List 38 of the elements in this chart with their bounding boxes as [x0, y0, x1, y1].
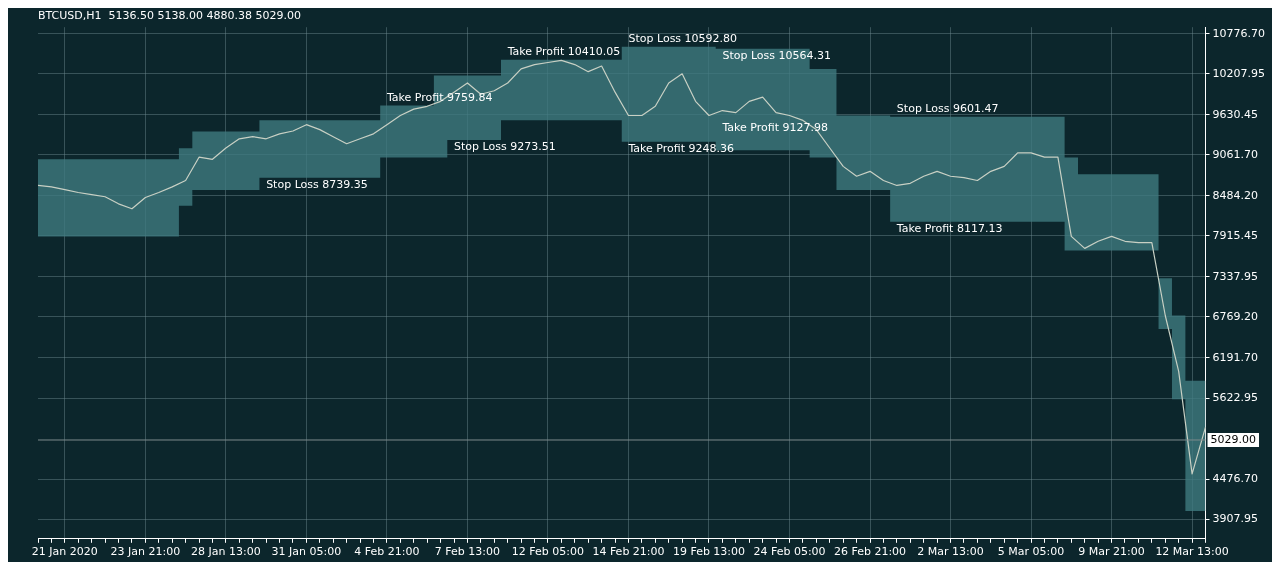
- x-tick-label: 23 Jan 21:00: [110, 545, 181, 559]
- x-tick-label: 5 Mar 05:00: [997, 545, 1065, 559]
- annotation: Stop Loss 10592.80: [628, 32, 738, 46]
- y-tick-label: 6191.70: [1212, 350, 1259, 364]
- annotation: Stop Loss 8739.35: [266, 178, 368, 192]
- annotation: Take Profit 8117.13: [895, 222, 1003, 236]
- y-tick-label: 3907.95: [1212, 512, 1259, 526]
- x-tick-label: 2 Mar 13:00: [917, 545, 984, 559]
- y-tick-label: 7915.45: [1212, 228, 1259, 242]
- x-tick-label: 28 Jan 13:00: [191, 545, 261, 559]
- ref-line-label: 5029.00: [1210, 432, 1257, 446]
- x-tick-label: 31 Jan 05:00: [271, 545, 342, 559]
- x-tick-label: 12 Feb 05:00: [511, 545, 585, 559]
- annotation: Take Profit 10410.05: [506, 45, 621, 58]
- y-tick-label: 7337.95: [1212, 269, 1259, 283]
- y-tick-label: 8484.20: [1212, 188, 1259, 202]
- y-tick-label: 6769.20: [1212, 309, 1259, 323]
- y-tick-label: 9630.45: [1212, 107, 1259, 121]
- x-tick-label: 4 Feb 21:00: [354, 545, 420, 559]
- x-tick-label: 19 Feb 13:00: [672, 545, 746, 559]
- x-tick-label: 14 Feb 21:00: [592, 545, 665, 559]
- x-tick-label: 12 Mar 13:00: [1155, 545, 1229, 559]
- y-tick-label: 9061.70: [1212, 147, 1259, 161]
- x-tick-label: 9 Mar 21:00: [1078, 545, 1145, 559]
- x-tick-label: 7 Feb 13:00: [434, 545, 501, 559]
- annotation: Stop Loss 10564.31: [722, 49, 832, 63]
- y-tick-label: 5622.95: [1212, 390, 1259, 404]
- annotation: Stop Loss 9601.47: [896, 102, 999, 116]
- annotation: Take Profit 9759.84: [385, 90, 493, 104]
- x-tick-label: 26 Feb 21:00: [833, 545, 907, 559]
- y-tick-label: 10207.95: [1212, 66, 1266, 80]
- annotation: Stop Loss 9273.51: [454, 140, 556, 154]
- x-tick-label: 24 Feb 05:00: [753, 545, 826, 559]
- y-tick-label: 10776.70: [1212, 26, 1266, 40]
- x-tick-label: 21 Jan 2020: [31, 545, 98, 559]
- y-tick-label: 4476.70: [1212, 471, 1259, 485]
- annotation: Take Profit 9248.36: [627, 142, 735, 156]
- chart-title: BTCUSD,H1 5136.50 5138.00 4880.38 5029.00: [38, 9, 302, 23]
